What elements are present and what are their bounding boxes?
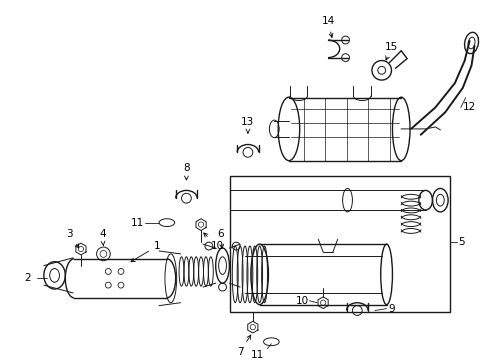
Text: 11: 11 — [131, 218, 145, 228]
Text: 11: 11 — [251, 350, 264, 360]
Text: 2: 2 — [24, 273, 30, 283]
Text: 12: 12 — [463, 102, 476, 112]
Text: 3: 3 — [66, 229, 79, 248]
Text: 15: 15 — [385, 42, 398, 60]
Text: 14: 14 — [321, 17, 335, 37]
Text: 10: 10 — [295, 296, 309, 306]
Text: 8: 8 — [183, 163, 190, 180]
Text: 13: 13 — [241, 117, 254, 133]
Text: 5: 5 — [458, 237, 465, 247]
Text: 4: 4 — [99, 229, 106, 245]
Text: 9: 9 — [389, 303, 395, 314]
Text: 7: 7 — [237, 335, 251, 357]
Text: 10: 10 — [204, 233, 224, 251]
Bar — [230, 176, 450, 312]
Text: 1: 1 — [131, 241, 160, 262]
Text: 6: 6 — [217, 229, 224, 248]
